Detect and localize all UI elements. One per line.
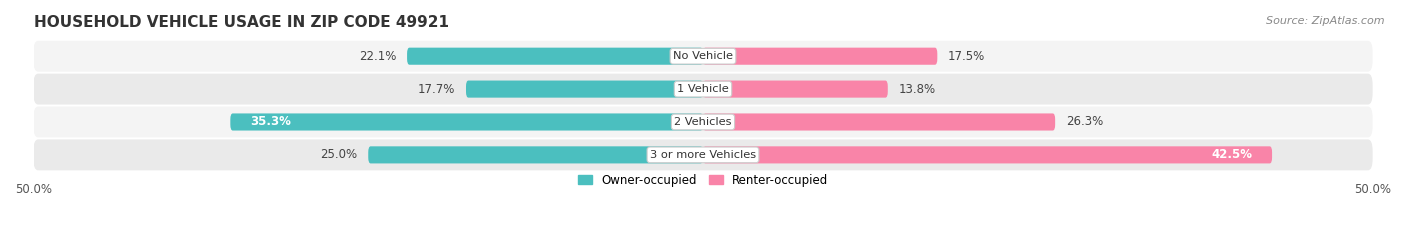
- Legend: Owner-occupied, Renter-occupied: Owner-occupied, Renter-occupied: [572, 169, 834, 191]
- FancyBboxPatch shape: [34, 74, 1372, 105]
- FancyBboxPatch shape: [34, 139, 1372, 170]
- FancyBboxPatch shape: [703, 48, 938, 65]
- Text: No Vehicle: No Vehicle: [673, 51, 733, 61]
- Text: 17.7%: 17.7%: [418, 82, 456, 96]
- Text: 35.3%: 35.3%: [250, 116, 291, 128]
- FancyBboxPatch shape: [408, 48, 703, 65]
- Text: 13.8%: 13.8%: [898, 82, 935, 96]
- FancyBboxPatch shape: [34, 106, 1372, 137]
- Text: 1 Vehicle: 1 Vehicle: [678, 84, 728, 94]
- Text: 17.5%: 17.5%: [948, 50, 986, 63]
- Text: 26.3%: 26.3%: [1066, 116, 1104, 128]
- Text: HOUSEHOLD VEHICLE USAGE IN ZIP CODE 49921: HOUSEHOLD VEHICLE USAGE IN ZIP CODE 4992…: [34, 15, 449, 30]
- FancyBboxPatch shape: [703, 81, 887, 98]
- Text: 25.0%: 25.0%: [321, 148, 357, 161]
- Text: 22.1%: 22.1%: [359, 50, 396, 63]
- FancyBboxPatch shape: [703, 146, 1272, 163]
- FancyBboxPatch shape: [703, 113, 1054, 130]
- FancyBboxPatch shape: [368, 146, 703, 163]
- Text: Source: ZipAtlas.com: Source: ZipAtlas.com: [1267, 16, 1385, 26]
- FancyBboxPatch shape: [465, 81, 703, 98]
- FancyBboxPatch shape: [231, 113, 703, 130]
- Text: 2 Vehicles: 2 Vehicles: [675, 117, 731, 127]
- FancyBboxPatch shape: [34, 41, 1372, 72]
- Text: 42.5%: 42.5%: [1211, 148, 1251, 161]
- Text: 3 or more Vehicles: 3 or more Vehicles: [650, 150, 756, 160]
